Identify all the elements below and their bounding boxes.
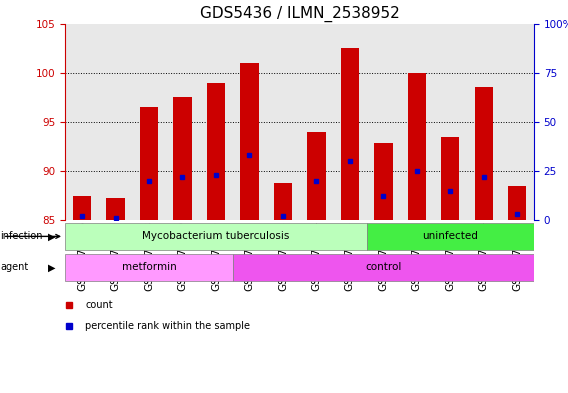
Text: ▶: ▶ (48, 231, 56, 241)
Bar (508, 186, 527, 220)
Text: infection: infection (0, 231, 60, 241)
Text: infection: infection (0, 231, 43, 241)
Bar (65, 253, 233, 281)
Text: uninfected: uninfected (422, 231, 478, 241)
Bar (65, 222, 366, 250)
Bar (240, 63, 258, 220)
Bar (366, 222, 534, 250)
Text: ▶: ▶ (48, 263, 56, 272)
Bar (307, 132, 325, 220)
Bar (140, 107, 158, 220)
Bar (106, 198, 125, 220)
Bar (73, 196, 91, 220)
Bar (233, 253, 534, 281)
Bar (474, 88, 493, 220)
Text: count: count (85, 300, 113, 310)
Text: control: control (365, 263, 402, 272)
Bar (207, 83, 225, 220)
Bar (173, 97, 191, 220)
Bar (374, 143, 392, 220)
Text: agent: agent (0, 263, 28, 272)
Text: metformin: metformin (122, 263, 177, 272)
Bar (341, 48, 359, 220)
Bar (441, 137, 460, 220)
Text: percentile rank within the sample: percentile rank within the sample (85, 321, 250, 331)
Title: GDS5436 / ILMN_2538952: GDS5436 / ILMN_2538952 (200, 6, 399, 22)
Text: Mycobacterium tuberculosis: Mycobacterium tuberculosis (142, 231, 290, 241)
Bar (408, 73, 426, 220)
Bar (274, 183, 292, 220)
